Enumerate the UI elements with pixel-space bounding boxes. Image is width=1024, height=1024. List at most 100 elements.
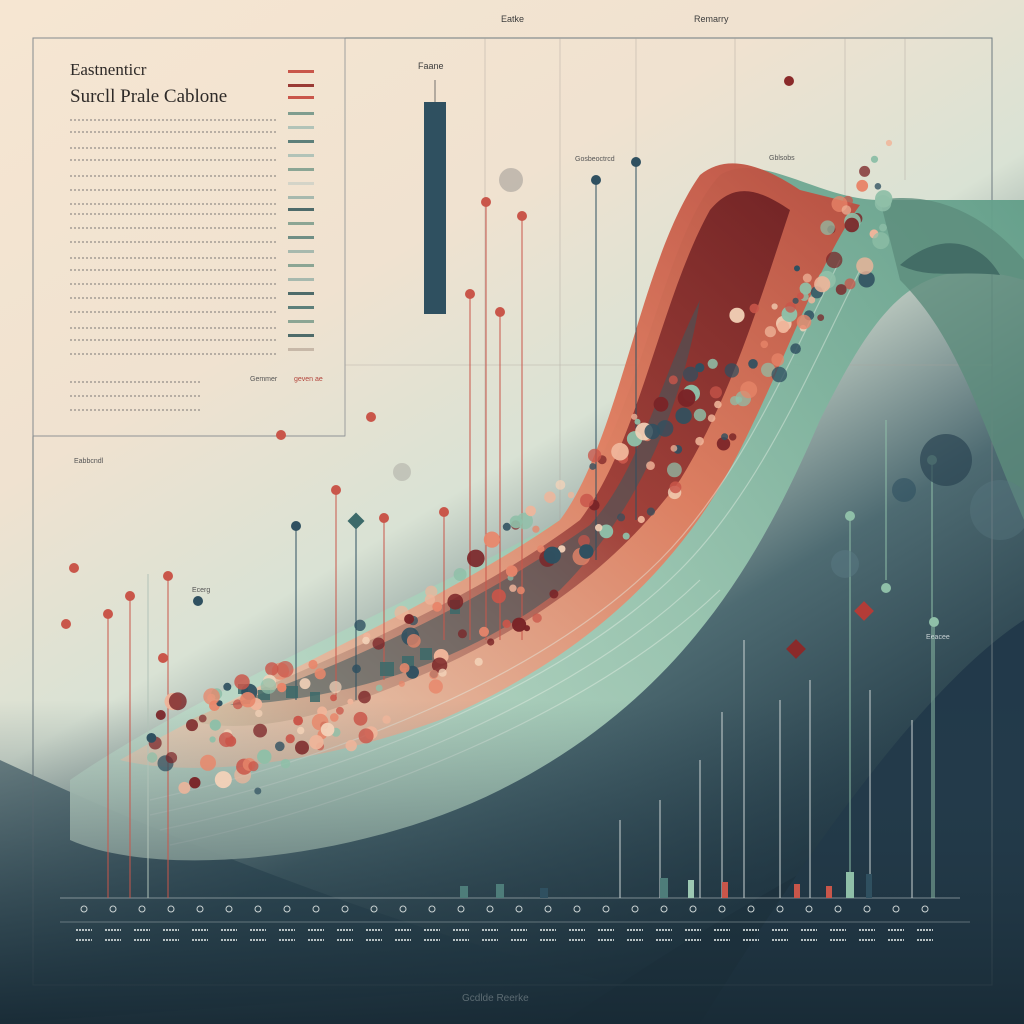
scatter-dot: [309, 735, 324, 750]
scatter-dot: [398, 680, 405, 687]
lollipop-head: [163, 571, 173, 581]
axis-marker: [486, 905, 494, 913]
scatter-dot: [724, 363, 739, 378]
scatter-dot: [796, 314, 812, 330]
scatter-dot: [879, 223, 887, 232]
axis-marker: [602, 905, 610, 913]
scatter-dot: [589, 463, 597, 470]
scatter-dot: [885, 139, 893, 147]
legend-label-2: geven ae: [294, 376, 323, 383]
scatter-dot: [771, 366, 788, 383]
scatter-dot: [667, 462, 682, 478]
axis-marker: [399, 905, 407, 913]
scatter-dot: [509, 515, 523, 529]
axis-marker: [196, 905, 204, 913]
scatter-dot: [447, 593, 464, 610]
axis-marker: [747, 905, 755, 913]
lollipop-head: [631, 157, 641, 167]
scatter-dot: [525, 505, 536, 517]
axis-marker: [283, 905, 291, 913]
scatter-dot: [277, 682, 287, 693]
scatter-dot: [611, 442, 629, 461]
scatter-dot: [740, 381, 758, 399]
scatter-dot: [487, 638, 495, 646]
scatter-dot: [567, 491, 575, 499]
axis-marker: [660, 905, 668, 913]
lollipop-head: [495, 307, 505, 317]
axis-marker: [776, 905, 784, 913]
scatter-dot: [631, 413, 638, 420]
scatter-dot: [858, 271, 875, 288]
scatter-dot: [532, 613, 542, 623]
axis-marker: [631, 905, 639, 913]
panel-title-line2: Surcll Prale Cablone: [70, 86, 228, 107]
scatter-dot: [523, 625, 531, 632]
scatter-dot: [352, 664, 361, 674]
axis-marker: [370, 905, 378, 913]
scatter-dot: [558, 545, 566, 553]
scatter-dot: [255, 709, 263, 718]
scatter-dot: [537, 545, 545, 553]
small-label: Ecerg: [192, 587, 211, 594]
scatter-dot: [599, 524, 614, 539]
scatter-dot: [200, 754, 216, 771]
scatter-dot: [155, 710, 166, 720]
scatter-dot: [875, 190, 893, 208]
panel-sub-label: Eabbcndl: [74, 458, 104, 465]
scatter-dot: [749, 303, 760, 314]
scatter-dot: [502, 619, 511, 628]
axis-marker: [515, 905, 523, 913]
scatter-dot: [257, 749, 272, 764]
lollipop-head: [291, 521, 301, 531]
scatter-dot: [707, 358, 718, 369]
lollipop-head: [193, 596, 203, 606]
scatter-dot: [677, 389, 696, 407]
bar-label: Faane: [418, 61, 444, 71]
lollipop-head: [845, 511, 855, 521]
scatter-dot: [232, 699, 243, 710]
axis-marker: [109, 905, 117, 913]
scatter-dot: [260, 678, 277, 694]
lollipop-head: [158, 653, 168, 663]
scatter-dot: [544, 491, 556, 504]
axis-marker: [138, 905, 146, 913]
scatter-dot: [299, 678, 311, 690]
lollipop-head: [69, 563, 79, 573]
scatter-dot: [479, 626, 489, 637]
scatter-dot: [729, 433, 737, 441]
scatter-dot: [186, 719, 198, 732]
scatter-dot: [634, 418, 641, 425]
scatter-dot: [555, 480, 566, 490]
scatter-dot: [835, 284, 847, 295]
scatter-dot: [675, 407, 692, 424]
legend-label-1: Gemmer: [250, 376, 278, 383]
scatter-dot: [240, 692, 256, 708]
scatter-dot: [404, 614, 415, 624]
scatter-dot: [826, 251, 843, 269]
scatter-dot: [209, 719, 221, 731]
scatter-dot: [248, 761, 259, 772]
scatter-dot: [209, 736, 216, 743]
lollipop-head: [481, 197, 491, 207]
scatter-dot: [543, 546, 561, 564]
axis-marker: [167, 905, 175, 913]
axis-marker: [863, 905, 871, 913]
top-label-right: Remarry: [694, 14, 729, 24]
scatter-dot: [375, 684, 383, 692]
scatter-dot: [314, 668, 326, 680]
scatter-dot: [617, 513, 626, 522]
scatter-dot: [382, 715, 391, 724]
scatter-dot: [372, 637, 385, 650]
lollipop-head: [125, 591, 135, 601]
scatter-dot: [794, 265, 800, 272]
scatter-dot: [308, 659, 318, 670]
scatter-dot: [168, 692, 187, 711]
scatter-dot: [505, 565, 518, 577]
scatter-dot: [587, 448, 602, 463]
axis-marker: [834, 905, 842, 913]
scatter-dot: [870, 155, 879, 163]
scatter-dot: [399, 663, 410, 673]
scatter-dot: [580, 493, 594, 508]
scatter-dot: [358, 728, 374, 744]
